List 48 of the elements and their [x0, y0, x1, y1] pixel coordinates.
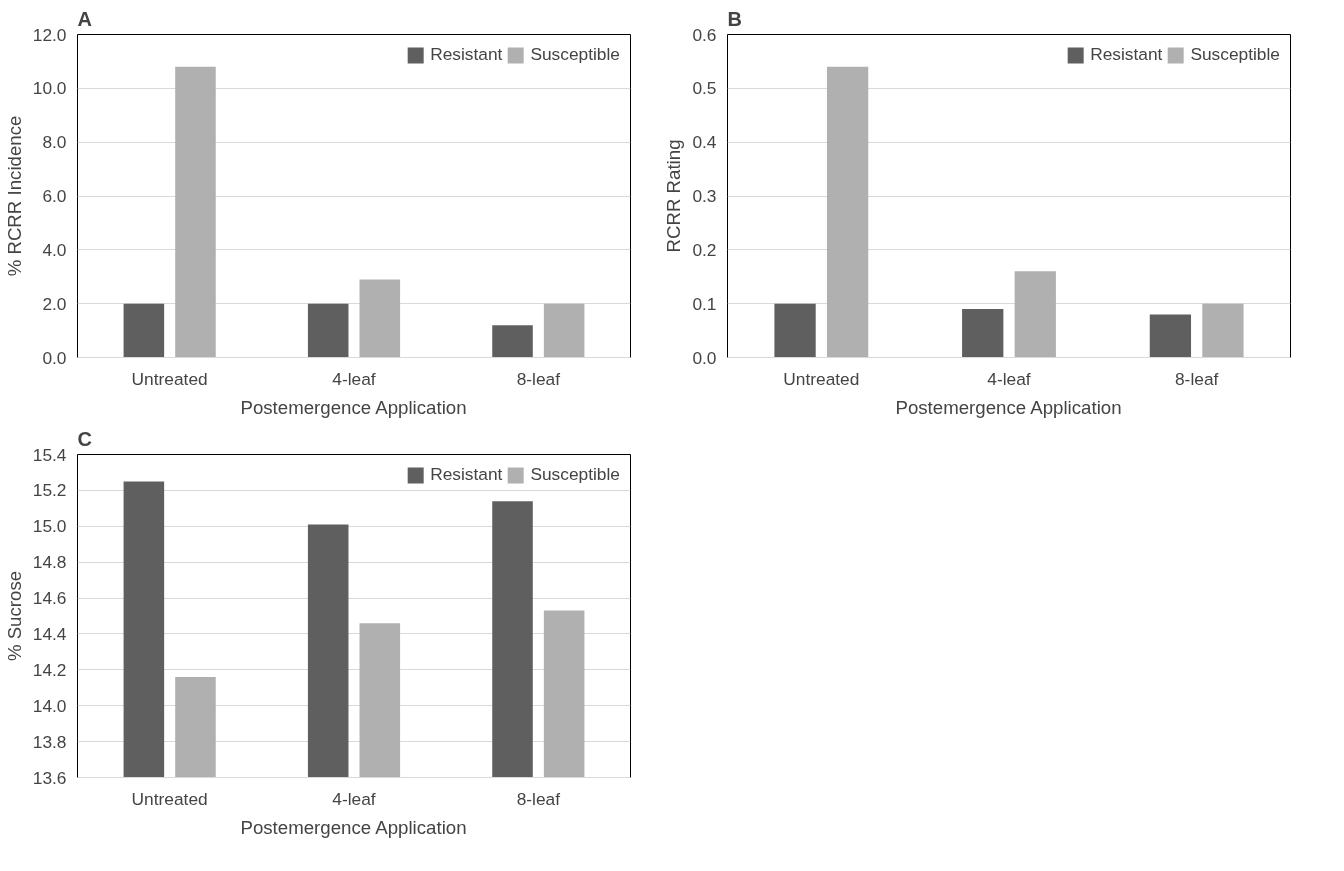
y-tick-label: 0.6 — [692, 24, 717, 45]
y-tick-label: 10.0 — [32, 78, 67, 99]
x-axis-title: Postemergence Application — [895, 396, 1122, 418]
y-tick-label: 15.2 — [32, 480, 67, 501]
y-tick-label: 4.0 — [42, 239, 67, 260]
legend-label: Resistant — [430, 464, 503, 485]
y-tick-label: 13.6 — [32, 767, 67, 788]
x-tick-label: 4-leaf — [332, 788, 376, 809]
y-tick-label: 8.0 — [42, 132, 67, 153]
legend-label: Susceptible — [1190, 44, 1280, 65]
y-tick-label: 0.2 — [692, 239, 717, 260]
y-tick-label: 6.0 — [42, 186, 67, 206]
y-tick-label: 14.4 — [32, 623, 67, 644]
x-tick-label: Untreated — [783, 368, 860, 389]
chart-title: A — [77, 7, 92, 30]
chart-title: C — [77, 427, 92, 450]
x-axis-title: Postemergence Application — [240, 396, 467, 418]
y-tick-label: 15.4 — [32, 444, 67, 465]
y-axis-title: % Sucrose — [3, 570, 25, 662]
x-tick-label: 4-leaf — [332, 368, 376, 389]
y-tick-label: 2.0 — [42, 293, 67, 314]
chart-title: B — [727, 7, 742, 30]
x-tick-label: 8-leaf — [516, 788, 561, 809]
y-tick-label: 14.0 — [32, 695, 67, 716]
y-tick-label: 14.6 — [32, 588, 67, 609]
y-axis-title: % RCRR Incidence — [3, 115, 25, 277]
y-tick-label: 0.4 — [692, 132, 717, 153]
y-tick-label: 14.8 — [32, 552, 67, 573]
x-tick-label: 8-leaf — [1174, 368, 1219, 389]
y-tick-label: 14.2 — [32, 659, 67, 680]
y-axis-title: RCRR Rating — [663, 139, 685, 253]
legend-label: Susceptible — [530, 44, 620, 65]
y-tick-label: 0.3 — [692, 186, 717, 206]
x-axis-title: Postemergence Application — [240, 816, 467, 838]
y-tick-label: 0.1 — [692, 293, 717, 314]
x-tick-label: Untreated — [131, 788, 208, 809]
y-tick-label: 0.5 — [692, 78, 717, 99]
y-tick-label: 12.0 — [32, 24, 67, 45]
legend-label: Resistant — [430, 44, 503, 65]
x-tick-label: 4-leaf — [987, 368, 1031, 389]
legend-label: Susceptible — [530, 464, 620, 485]
legend-label: Resistant — [1090, 44, 1163, 65]
x-tick-label: Untreated — [131, 368, 208, 389]
y-tick-label: 0.0 — [42, 347, 67, 368]
x-tick-label: 8-leaf — [516, 368, 561, 389]
y-tick-label: 15.0 — [32, 516, 67, 537]
y-tick-label: 13.8 — [32, 731, 67, 752]
y-tick-label: 0.0 — [692, 347, 717, 368]
